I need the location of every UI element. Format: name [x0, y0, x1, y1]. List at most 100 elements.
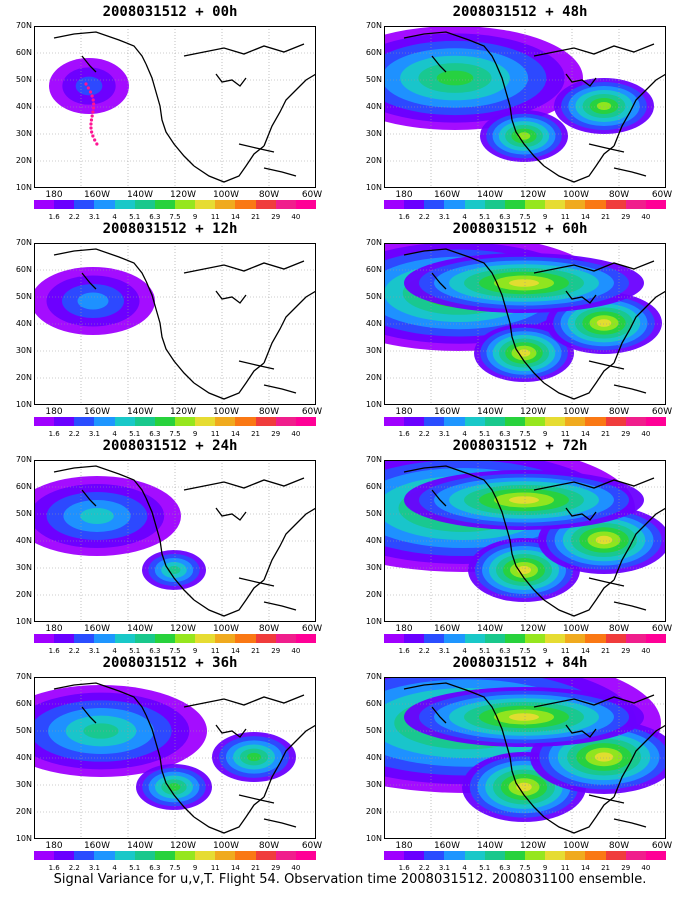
longitude-label: 60W [651, 190, 673, 200]
coastline [81, 55, 97, 73]
colorbar-swatch [34, 851, 55, 860]
colorbar-swatch [275, 634, 296, 643]
coastline [431, 489, 447, 507]
variance-contour [595, 535, 613, 545]
colorbar-swatch [585, 851, 606, 860]
coastline [431, 55, 447, 73]
colorbar-swatch [134, 851, 155, 860]
colorbar-label: 40 [641, 213, 651, 221]
colorbar-label: 4 [112, 864, 117, 872]
colorbar-label: 2.2 [418, 864, 430, 872]
colorbar [34, 634, 316, 643]
colorbar-swatch [524, 634, 546, 643]
longitude-label: 140W [476, 841, 504, 851]
colorbar-label: 11 [560, 864, 570, 872]
panel-title: 2008031512 + 00h [102, 4, 238, 20]
colorbar-label: 40 [291, 430, 301, 438]
colorbar-swatch [565, 200, 586, 209]
colorbar-swatch [295, 200, 316, 209]
coastline [565, 290, 597, 304]
coastline [588, 794, 625, 804]
colorbar-label: 5.1 [129, 430, 141, 438]
latitude-label: 50N [15, 292, 32, 301]
colorbar-swatch [215, 851, 236, 860]
colorbar-swatch [464, 634, 485, 643]
latitude-label: 70N [365, 672, 382, 681]
colorbar-swatch [424, 417, 445, 426]
latitude-label: 10N [365, 617, 382, 626]
longitude-label: 160W [433, 841, 461, 851]
colorbar-label: 21 [601, 864, 611, 872]
coastline [431, 272, 447, 290]
colorbar-swatch [484, 417, 505, 426]
map-frame [384, 677, 666, 839]
latitude-label: 70N [365, 238, 382, 247]
coastline [53, 31, 147, 65]
coastline [238, 577, 275, 587]
coastline [495, 63, 545, 167]
coastline [533, 43, 655, 57]
panel-title: 2008031512 + 72h [452, 438, 588, 454]
latitude-label: 60N [365, 48, 382, 57]
colorbar-swatch [54, 634, 75, 643]
colorbar-swatch [94, 634, 115, 643]
latitude-label: 10N [365, 834, 382, 843]
colorbar-label: 5.1 [479, 864, 491, 872]
colorbar-swatch [444, 851, 465, 860]
longitude-label: 180 [45, 190, 63, 200]
latitude-label: 40N [365, 753, 382, 762]
coastline [263, 384, 297, 394]
colorbar-label: 2.2 [418, 213, 430, 221]
flight-track-point [93, 138, 97, 142]
coastline [495, 280, 545, 384]
latitude-label: 30N [365, 129, 382, 138]
colorbar-swatch [645, 200, 666, 209]
colorbar [384, 851, 666, 860]
colorbar-swatch [295, 634, 316, 643]
longitude-label: 160W [83, 624, 111, 634]
colorbar-swatch [114, 634, 135, 643]
longitude-label: 80W [258, 624, 280, 634]
latitude-label: 10N [15, 400, 32, 409]
colorbar-label: 4 [112, 430, 117, 438]
longitude-label: 60W [651, 624, 673, 634]
colorbar-label: 21 [251, 647, 261, 655]
coastline [81, 706, 97, 724]
colorbar-label: 9 [192, 213, 198, 221]
colorbar-swatch [504, 634, 525, 643]
latitude-label: 60N [365, 482, 382, 491]
panel-title: 2008031512 + 60h [452, 221, 588, 237]
colorbar-label: 2.2 [68, 647, 80, 655]
latitude-label: 30N [15, 129, 32, 138]
longitude-label: 100W [212, 624, 240, 634]
longitude-label: 100W [212, 841, 240, 851]
forecast-panel: 2008031512 + 60h 70N 60N 50N 40N 30N 20N 10N 180… [350, 221, 690, 441]
colorbar-swatch [605, 634, 626, 643]
colorbar-label: 21 [251, 213, 261, 221]
longitude-label: 120W [519, 841, 547, 851]
flight-track-point [91, 98, 95, 102]
variance-map [384, 243, 666, 405]
longitude-label: 160W [83, 407, 111, 417]
latitude-label: 20N [15, 807, 32, 816]
coastline [193, 145, 265, 183]
colorbar-label: 29 [271, 864, 281, 872]
longitude-label: 180 [395, 624, 413, 634]
coastline [81, 272, 97, 290]
coastline [263, 167, 297, 177]
colorbar-swatch [424, 200, 445, 209]
latitude-label: 50N [15, 75, 32, 84]
coastline [53, 248, 147, 282]
variance-contour [594, 752, 614, 762]
colorbar-swatch [134, 200, 155, 209]
longitude-label: 100W [562, 841, 590, 851]
colorbar-swatch [114, 851, 135, 860]
colorbar-swatch [565, 417, 586, 426]
colorbar-swatch [625, 851, 646, 860]
colorbar-swatch [625, 417, 646, 426]
colorbar-swatch [255, 851, 276, 860]
colorbar-swatch [404, 417, 425, 426]
longitude-label: 80W [608, 190, 630, 200]
coastline [145, 497, 195, 601]
colorbar [34, 200, 316, 209]
